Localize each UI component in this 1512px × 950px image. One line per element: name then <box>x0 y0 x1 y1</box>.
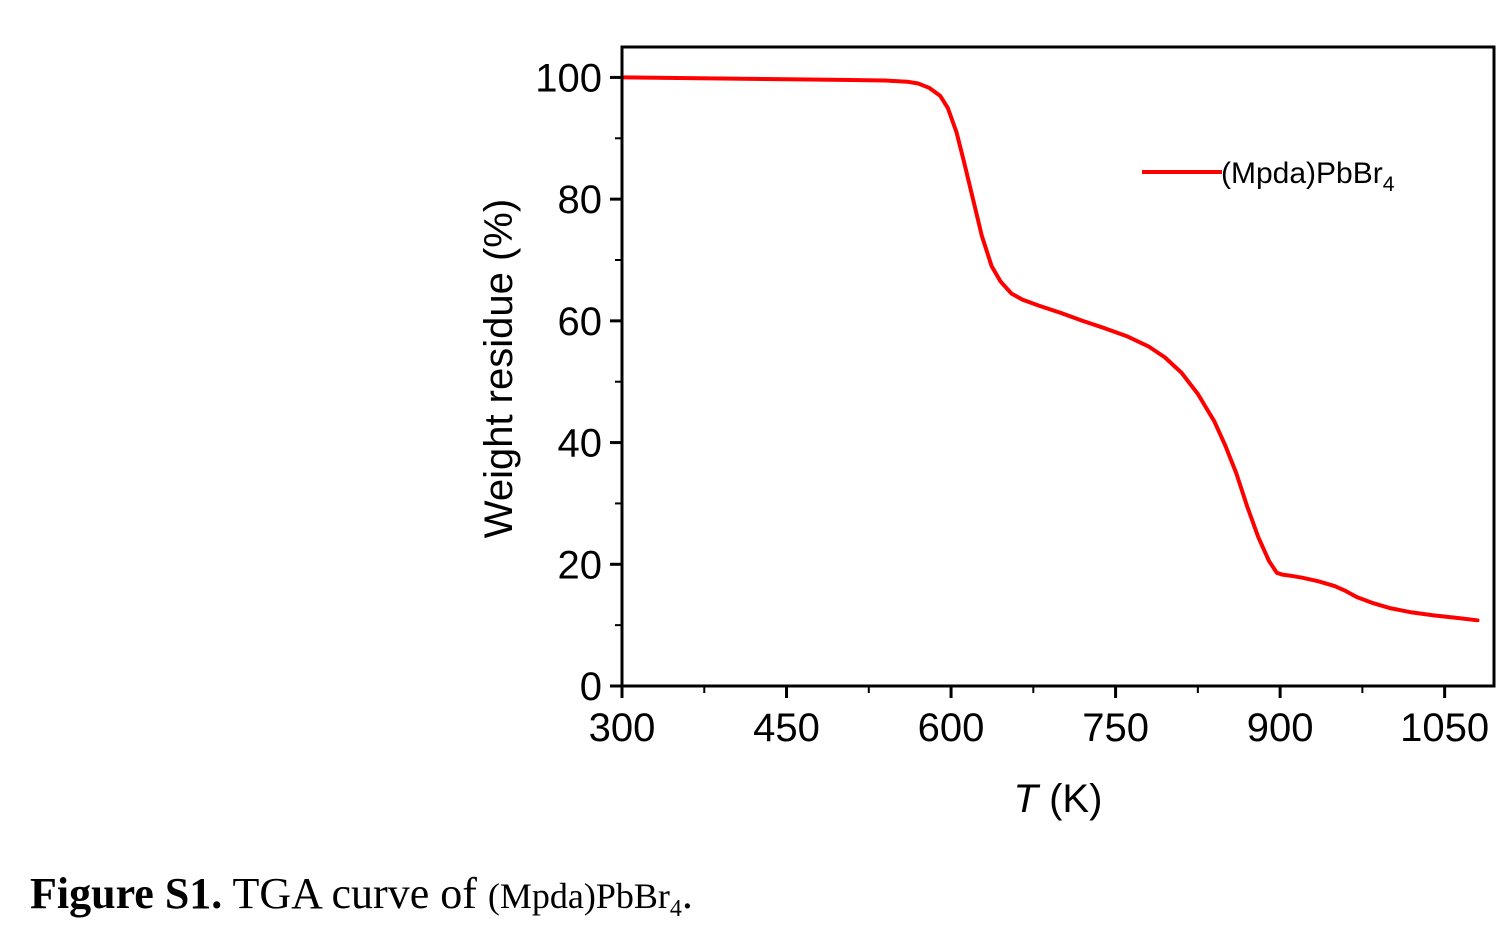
figure-caption: Figure S1. TGA curve of (Mpda)PbBr4. <box>30 868 693 923</box>
x-tick-label: 300 <box>589 706 656 750</box>
y-tick-label: 0 <box>580 665 602 709</box>
caption-compound-subscript: 4 <box>669 896 682 923</box>
x-axis-title: T (K) <box>1014 777 1103 821</box>
legend-label: (Mpda)PbBr4 <box>1221 157 1395 196</box>
x-tick-labels: 300 450 600 750 900 1050 <box>589 706 1490 750</box>
y-tick-label: 40 <box>558 422 603 466</box>
caption-end: . <box>681 869 693 918</box>
tga-chart: 300 450 600 750 900 1050 0 20 40 60 80 100 T (K) W… <box>477 45 1496 821</box>
y-tick-label: 60 <box>558 300 603 344</box>
legend-label-main: (Mpda)PbBr <box>1221 157 1383 190</box>
x-tick-label: 450 <box>753 706 820 750</box>
y-tick-label: 100 <box>535 56 602 100</box>
legend: (Mpda)PbBr4 <box>1142 157 1395 196</box>
x-tick-label: 600 <box>918 706 985 750</box>
legend-label-subscript: 4 <box>1383 173 1395 196</box>
caption-compound-main: (Mpda)PbBr <box>487 876 670 916</box>
x-axis-symbol: T <box>1014 777 1041 821</box>
series-layer <box>622 75 1480 623</box>
x-axis-unit: (K) <box>1049 777 1102 821</box>
caption-compound: (Mpda)PbBr4 <box>487 876 682 922</box>
caption-text: TGA curve of <box>222 869 488 918</box>
axis-ticks <box>610 75 1447 698</box>
caption-lead: Figure S1. <box>30 869 223 918</box>
series-line <box>622 75 1480 623</box>
x-tick-label: 1050 <box>1400 706 1489 750</box>
y-tick-label: 20 <box>558 543 603 587</box>
x-tick-label: 750 <box>1082 706 1149 750</box>
y-axis-title: Weight residue (%) <box>477 199 521 538</box>
y-tick-labels: 0 20 40 60 80 100 <box>535 56 602 709</box>
x-tick-label: 900 <box>1247 706 1314 750</box>
y-tick-label: 80 <box>558 178 603 222</box>
plot-frame <box>620 45 1496 688</box>
